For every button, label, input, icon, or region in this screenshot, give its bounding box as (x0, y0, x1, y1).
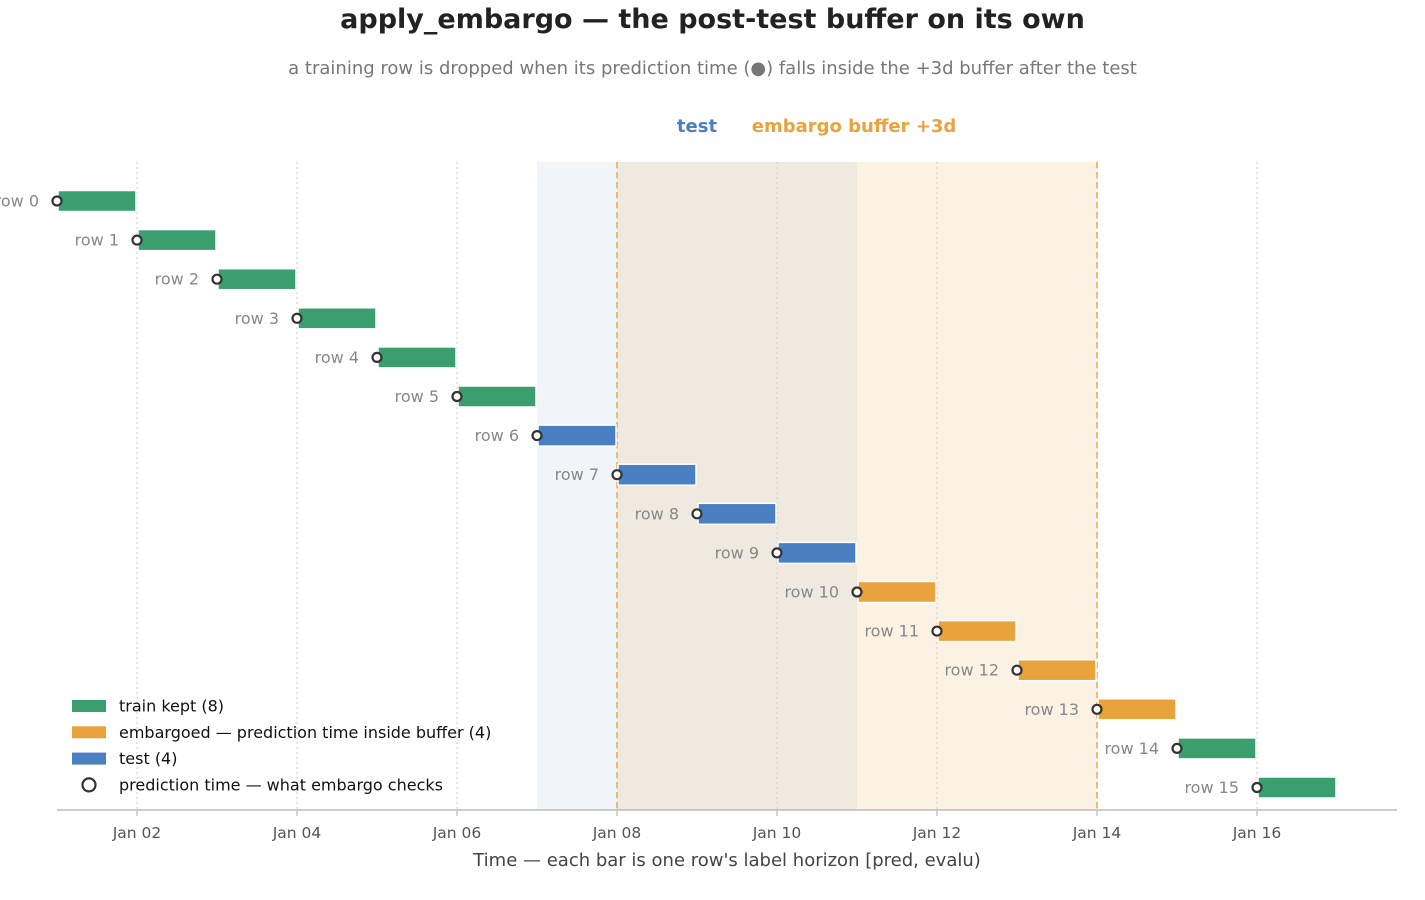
bar-embargoed (937, 619, 1017, 643)
bar-train (57, 189, 137, 213)
prediction-time-marker (51, 195, 63, 207)
x-axis: Jan 02 Jan 04 Jan 06 Jan 08 Jan 10 Jan 12 Jan … (57, 809, 1397, 871)
prediction-time-marker (1251, 781, 1263, 794)
bar-train (217, 267, 297, 291)
legend-swatch-train (72, 700, 106, 712)
row-label: row 11 (864, 622, 919, 641)
bar-train (137, 228, 217, 252)
prediction-time-marker (451, 390, 463, 403)
legend-label: embargoed — prediction time inside buffe… (119, 723, 491, 742)
legend: train kept (8) embargoed — prediction tim… (72, 697, 491, 794)
row-label: row 7 (555, 465, 599, 484)
bar-train (1257, 776, 1337, 799)
x-tick-label: Jan 14 (1072, 824, 1122, 842)
bar-train (297, 307, 377, 330)
region-test (537, 162, 857, 810)
test-region-label: test (677, 116, 718, 137)
prediction-time-marker (691, 508, 703, 520)
legend-swatch-embargoed (72, 726, 106, 739)
row-label: row 5 (395, 387, 439, 406)
row-label: row 3 (235, 309, 279, 328)
bar-train (1177, 737, 1257, 760)
x-tick-label: Jan 16 (1232, 824, 1282, 842)
legend-label: train kept (8) (119, 697, 224, 716)
prediction-time-marker (131, 234, 143, 246)
row-label: row 6 (475, 426, 519, 445)
row-label: row 13 (1024, 700, 1079, 719)
x-tick-label: Jan 02 (112, 824, 162, 842)
row-label: row 4 (315, 348, 359, 367)
bar-embargoed (857, 580, 937, 604)
prediction-time-marker (371, 351, 383, 363)
bar-embargoed (1017, 658, 1097, 682)
legend-swatch-test (72, 752, 106, 765)
prediction-time-marker (1091, 703, 1103, 715)
bar-train (457, 385, 537, 408)
prediction-time-marker (851, 586, 863, 598)
bar-train (377, 346, 457, 369)
region-labels: test embargo buffer +3d (677, 116, 956, 137)
embargo-region-label: embargo buffer +3d (752, 116, 957, 137)
bar-test (777, 541, 857, 565)
buffer-boundaries (616, 162, 1098, 810)
x-tick-label: Jan 12 (912, 824, 962, 842)
prediction-time-marker (211, 273, 223, 285)
prediction-time-marker (531, 430, 543, 442)
chart-subtitle: a training row is dropped when its predi… (288, 58, 1137, 79)
prediction-time-marker (931, 625, 943, 637)
bars-layer: row 0 row 1 row 2 row 3 row 4 row 5 row 6 row 7… (0, 189, 1337, 799)
row-label: row 12 (944, 661, 999, 680)
bar-test (617, 463, 697, 486)
x-axis-label: Time — each bar is one row's label horiz… (472, 850, 981, 871)
prediction-time-marker (611, 469, 623, 481)
bar-test (537, 424, 617, 447)
x-tick-label: Jan 04 (272, 824, 322, 842)
row-label: row 1 (75, 231, 119, 250)
bar-test (697, 502, 777, 526)
region-embargo-buffer (617, 162, 1097, 810)
legend-swatch-marker (81, 777, 97, 793)
prediction-time-marker (291, 312, 303, 324)
legend-label: prediction time — what embargo checks (119, 775, 443, 794)
chart-title: apply_embargo — the post-test buffer on … (340, 4, 1085, 35)
legend-label: test (4) (119, 749, 177, 768)
row-label: row 15 (1184, 778, 1239, 797)
prediction-time-marker (771, 547, 783, 559)
prediction-time-marker (1171, 742, 1183, 755)
prediction-time-marker (1011, 664, 1023, 676)
row-label: row 10 (784, 583, 839, 602)
row-label: row 0 (0, 192, 39, 211)
bar-embargoed (1097, 698, 1177, 721)
row-label: row 9 (715, 543, 759, 562)
x-tick-label: Jan 10 (752, 824, 802, 842)
row-label: row 8 (635, 504, 679, 523)
row-label: row 2 (155, 270, 199, 289)
region-layer (537, 162, 1097, 810)
x-tick-label: Jan 08 (592, 824, 642, 842)
row-label: row 14 (1104, 739, 1159, 758)
x-tick-label: Jan 06 (432, 824, 482, 842)
